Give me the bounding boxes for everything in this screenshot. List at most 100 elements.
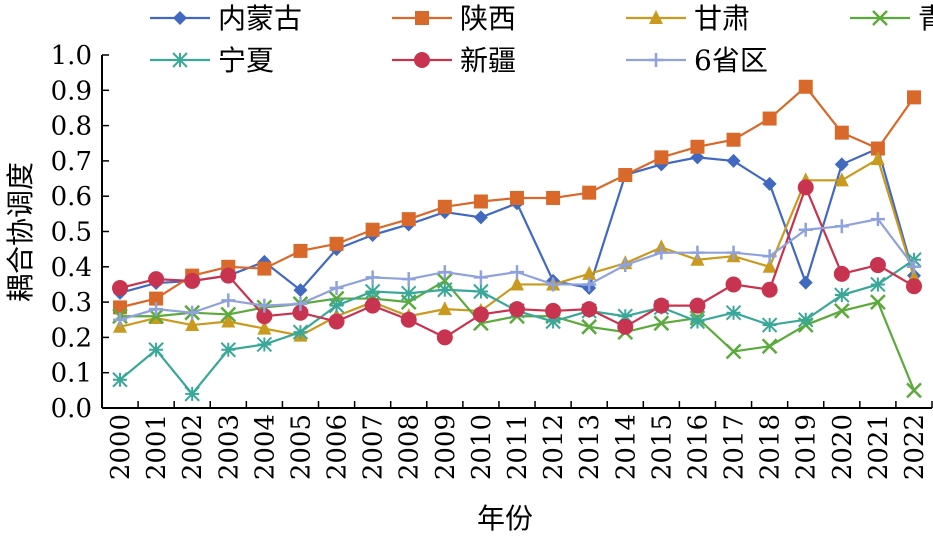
data-point <box>906 382 922 399</box>
data-point <box>690 245 705 260</box>
legend-item: 内蒙古 <box>150 2 302 35</box>
series-5 <box>112 179 922 346</box>
data-point <box>654 150 669 165</box>
data-point <box>762 258 777 273</box>
x-tick-label: 2001 <box>142 414 172 480</box>
data-point <box>726 132 741 147</box>
legend-marker <box>414 52 430 68</box>
data-point <box>292 304 309 321</box>
data-point <box>148 271 165 288</box>
y-tick-label: 0.5 <box>51 218 92 248</box>
legend-item: 新疆 <box>392 44 516 77</box>
data-point <box>834 172 849 187</box>
data-point <box>256 308 273 325</box>
data-point <box>581 301 598 318</box>
legend-marker <box>173 11 187 25</box>
data-point <box>220 306 237 323</box>
data-point <box>221 313 236 328</box>
data-point <box>870 212 885 227</box>
data-point <box>762 249 777 264</box>
data-point <box>870 151 885 166</box>
data-point <box>798 275 813 290</box>
x-tick-label: 2006 <box>323 414 353 480</box>
data-point <box>293 283 308 298</box>
data-point <box>510 276 524 291</box>
data-point <box>725 276 742 293</box>
data-point <box>617 318 634 335</box>
data-point <box>473 283 489 300</box>
x-tick-label: 2003 <box>214 414 244 480</box>
data-point <box>149 302 164 317</box>
data-point <box>798 79 813 94</box>
x-tick-label: 2022 <box>900 414 930 480</box>
x-tick-label: 2017 <box>720 414 750 480</box>
legend-marker <box>649 10 663 24</box>
legend-marker <box>872 10 888 26</box>
data-point <box>292 324 309 340</box>
data-point <box>400 311 417 328</box>
y-tick-label: 0.8 <box>51 112 92 142</box>
data-point <box>870 141 885 156</box>
data-point <box>113 312 127 327</box>
data-point <box>184 272 201 289</box>
x-tick-label: 2005 <box>286 414 316 480</box>
data-point <box>545 302 562 319</box>
data-point <box>798 312 814 328</box>
data-point <box>401 272 416 287</box>
legend-marker <box>649 53 663 67</box>
x-tick-label: 2021 <box>864 414 894 480</box>
data-point <box>365 270 380 285</box>
data-point <box>148 342 164 358</box>
y-axis-label: 耦合协调度 <box>4 162 37 302</box>
y-tick-label: 0.1 <box>51 359 92 389</box>
series-line <box>120 279 916 391</box>
legend-marker <box>172 52 188 68</box>
data-point <box>726 153 741 168</box>
data-point <box>149 291 164 306</box>
x-tick-label: 2009 <box>431 414 461 480</box>
x-tick-label: 2004 <box>250 414 280 480</box>
data-point <box>833 265 850 282</box>
data-point <box>907 259 921 274</box>
data-point <box>725 304 742 321</box>
legend-item: 6省区 <box>626 44 768 77</box>
data-point <box>509 301 525 318</box>
data-point <box>726 245 741 260</box>
data-point <box>328 297 345 314</box>
data-point <box>582 277 597 292</box>
data-point <box>510 190 524 205</box>
x-tick-label: 2018 <box>756 414 786 480</box>
data-point <box>184 386 200 402</box>
data-point <box>112 372 128 388</box>
data-point <box>329 236 344 251</box>
y-tick-label: 0.2 <box>51 323 92 353</box>
legend-label: 内蒙古 <box>218 2 302 35</box>
data-point <box>185 317 200 332</box>
legend-label: 甘肃 <box>694 2 750 35</box>
data-point <box>365 222 380 237</box>
data-point <box>834 125 849 140</box>
data-point <box>257 320 272 335</box>
data-point <box>472 306 489 323</box>
data-point <box>510 265 524 280</box>
x-tick-label: 2007 <box>359 414 389 480</box>
data-point <box>797 179 814 196</box>
data-point <box>725 343 742 360</box>
series-3 <box>112 273 922 399</box>
data-point <box>401 212 416 227</box>
x-tick-label: 2014 <box>611 414 641 480</box>
legend-label: 6省区 <box>694 44 768 77</box>
legend-label: 宁夏 <box>218 44 274 77</box>
legend-marker <box>415 11 429 25</box>
legend-label: 青海 <box>918 2 933 35</box>
data-point <box>436 329 453 346</box>
series-6 <box>113 212 921 327</box>
y-tick-label: 0.3 <box>51 288 92 318</box>
data-point <box>582 185 597 200</box>
data-point <box>834 157 849 172</box>
data-point <box>762 176 777 191</box>
legend-item: 青海 <box>850 2 933 35</box>
data-point <box>689 313 706 330</box>
data-point <box>293 243 308 258</box>
